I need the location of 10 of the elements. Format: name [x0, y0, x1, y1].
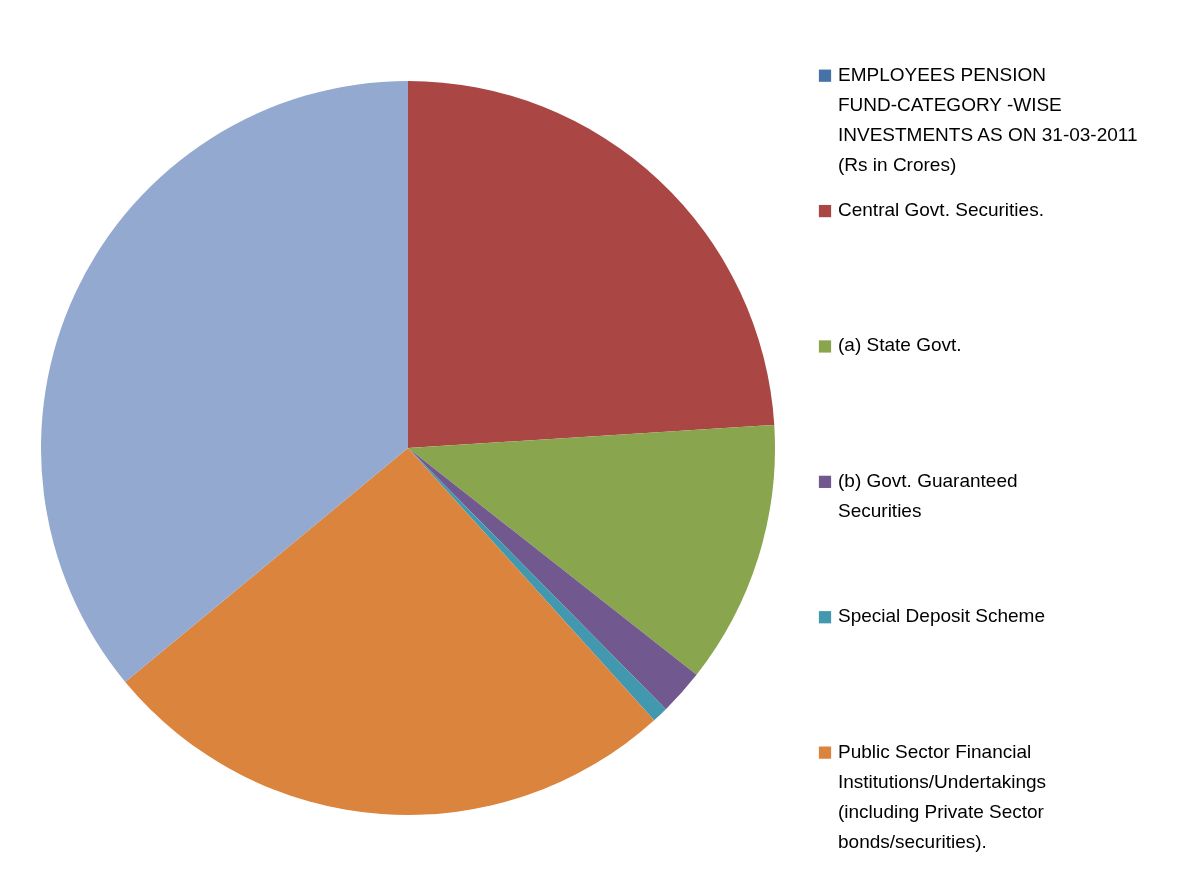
pie-slice [41, 81, 408, 682]
legend-label: (a) State Govt. [838, 334, 962, 356]
legend-label: Central Govt. Securities. [838, 199, 1044, 221]
legend-label: EMPLOYEES PENSION FUND-CATEGORY -WISE INVESTMENTS AS ON 31-03-2011 (Rs in Crores) [838, 63, 1138, 175]
pie-slice [408, 424, 775, 675]
pie-slice [408, 81, 775, 448]
legend-label: (b) Govt. Guaranteed Securities [838, 469, 1018, 521]
pie-slice [125, 448, 655, 815]
legend-label: Special Deposit Scheme [838, 605, 1045, 627]
legend-label: Public Sector Financial Institutions/Undertakings (including Private Sector bonds/securities). [838, 740, 1047, 852]
